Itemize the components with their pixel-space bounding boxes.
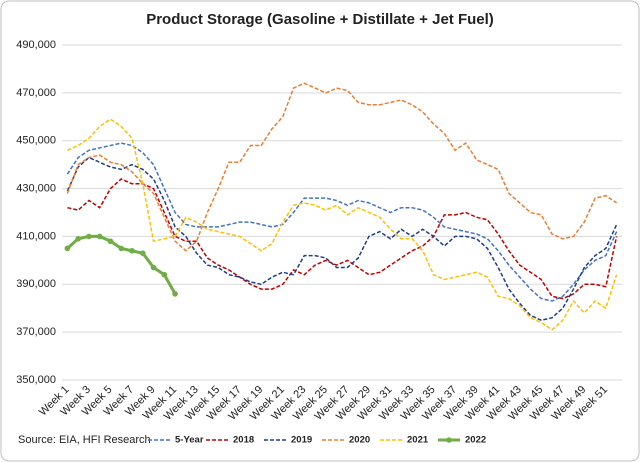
series-marker bbox=[150, 264, 157, 271]
y-tick-label: 390,000 bbox=[16, 278, 56, 290]
legend-marker bbox=[446, 437, 452, 443]
legend-label: 2020 bbox=[349, 435, 370, 446]
series-line bbox=[66, 156, 618, 321]
y-tick-label: 490,000 bbox=[16, 39, 56, 51]
legend-label: 2021 bbox=[407, 435, 429, 446]
series-marker bbox=[64, 245, 71, 252]
series-line bbox=[66, 82, 618, 252]
series-marker bbox=[118, 245, 125, 252]
series-marker bbox=[86, 233, 92, 240]
source: Source: EIA, HFI Research bbox=[18, 434, 151, 446]
series-marker bbox=[129, 247, 135, 254]
series-line bbox=[67, 178, 618, 300]
series-marker bbox=[107, 238, 114, 245]
y-tick-label: 410,000 bbox=[16, 230, 56, 242]
series-line bbox=[67, 118, 618, 331]
y-tick-label: 470,000 bbox=[16, 87, 56, 99]
series-line bbox=[66, 142, 618, 302]
chart-title: Product Storage (Gasoline + Distillate +… bbox=[146, 11, 494, 28]
series-marker bbox=[172, 291, 178, 297]
series-marker bbox=[161, 271, 168, 278]
series-marker bbox=[96, 233, 103, 240]
series-marker bbox=[75, 236, 81, 242]
legend-label: 2019 bbox=[291, 435, 312, 446]
y-tick-label: 350,000 bbox=[16, 374, 56, 386]
legend-label: 2022 bbox=[465, 435, 486, 446]
y-tick-label: 430,000 bbox=[16, 182, 56, 194]
y-tick-label: 450,000 bbox=[16, 135, 56, 147]
series-marker bbox=[139, 250, 146, 256]
legend-label: 5-Year bbox=[175, 435, 204, 446]
legend-label: 2018 bbox=[233, 435, 254, 446]
y-tick-label: 370,000 bbox=[16, 326, 56, 338]
